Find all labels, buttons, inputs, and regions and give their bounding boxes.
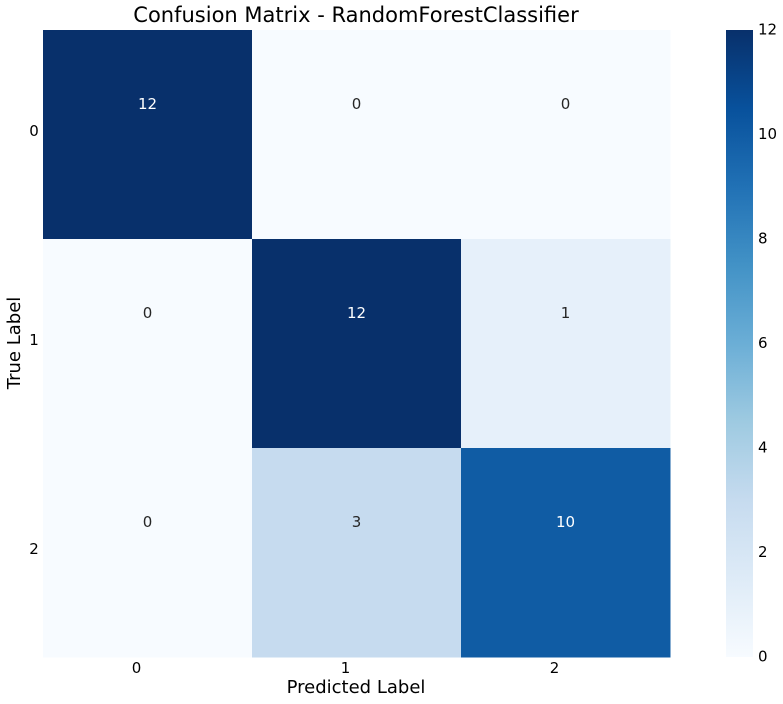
colorbar-tick-label-2: 4 — [758, 439, 768, 457]
y-tick-label-0: 0 — [29, 122, 39, 140]
heatmap-cell-r1-c2 — [461, 239, 671, 449]
y-axis-label: True Label — [4, 297, 25, 391]
heatmap-cell-r2-c0 — [43, 448, 253, 658]
x-axis-ticks: 0 1 2 — [132, 659, 560, 677]
heatmap-cell-r0-c0 — [43, 30, 253, 240]
colorbar-tick-label-1: 2 — [758, 543, 768, 561]
cell-value-r0-c2: 0 — [561, 95, 571, 113]
heatmap-cell-r2-c1 — [252, 448, 462, 658]
colorbar-tick-label-4: 8 — [758, 230, 768, 248]
colorbar — [726, 30, 753, 657]
chart-title: Confusion Matrix - RandomForestClassifie… — [133, 3, 579, 27]
heatmap-cells — [43, 30, 671, 658]
cell-value-r1-c1: 12 — [347, 304, 366, 322]
heatmap-cell-r0-c2 — [461, 30, 671, 240]
colorbar-tick-label-6: 12 — [758, 21, 777, 39]
colorbar-tick-label-0: 0 — [758, 648, 768, 666]
colorbar-tick-label-5: 10 — [758, 125, 777, 143]
x-tick-label-2: 2 — [550, 659, 560, 677]
heatmap-cell-r1-c0 — [43, 239, 253, 449]
colorbar-ticks: 0 2 4 6 8 10 12 — [758, 21, 777, 666]
y-tick-label-1: 1 — [29, 331, 39, 349]
cell-value-r1-c0: 0 — [143, 304, 153, 322]
x-tick-label-0: 0 — [132, 659, 142, 677]
heatmap-cell-labels: 12 0 00 12 10 3 10 — [138, 95, 575, 531]
x-tick-label-1: 1 — [341, 659, 351, 677]
colorbar-tick-label-3: 6 — [758, 334, 768, 352]
heatmap-cell-r0-c1 — [252, 30, 462, 240]
cell-value-r2-c2: 10 — [556, 513, 575, 531]
heatmap-cell-r2-c2 — [461, 448, 671, 658]
y-axis-ticks: 0 1 2 — [29, 122, 39, 558]
cell-value-r0-c0: 12 — [138, 95, 157, 113]
y-tick-label-2: 2 — [29, 540, 39, 558]
cell-value-r2-c1: 3 — [352, 513, 362, 531]
x-axis-label: Predicted Label — [287, 677, 426, 698]
cell-value-r1-c2: 1 — [561, 304, 571, 322]
cell-value-r0-c1: 0 — [352, 95, 362, 113]
heatmap-cell-r1-c1 — [252, 239, 462, 449]
cell-value-r2-c0: 0 — [143, 513, 153, 531]
